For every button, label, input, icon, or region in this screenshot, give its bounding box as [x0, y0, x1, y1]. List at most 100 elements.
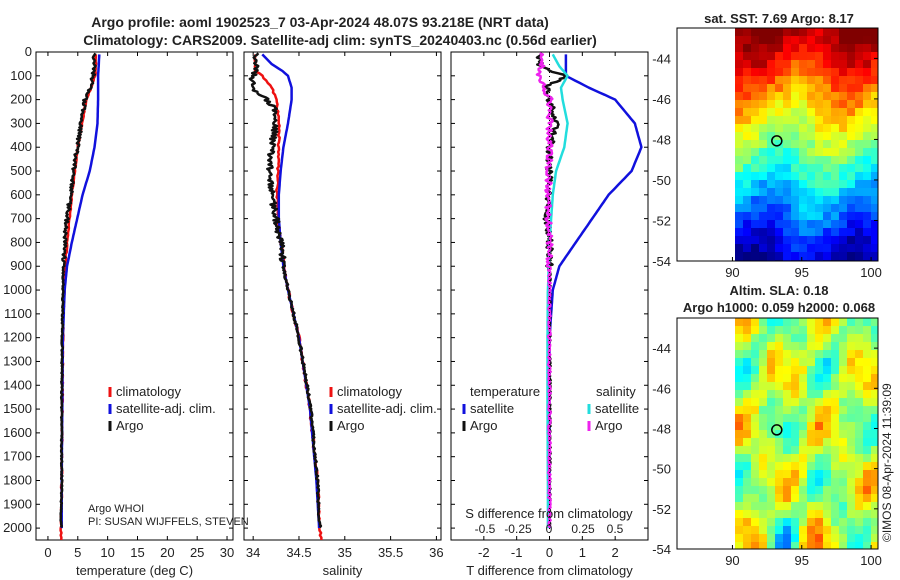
map-cell — [831, 156, 840, 165]
map-cell — [775, 446, 784, 455]
map-cell — [823, 148, 832, 157]
salinity-tick-label: -0.5 — [475, 522, 496, 536]
map-cell — [791, 108, 800, 117]
map-cell — [783, 44, 792, 53]
map-cell — [783, 422, 792, 431]
map-cell — [855, 196, 864, 205]
map-cell — [855, 132, 864, 141]
x-tick-label: 2 — [612, 545, 619, 560]
map-cell — [767, 252, 776, 261]
map-cell — [831, 422, 840, 431]
map-cell — [847, 164, 856, 173]
map-cell — [783, 228, 792, 237]
map-cell — [855, 236, 864, 245]
map-cell — [791, 76, 800, 85]
map-cell — [759, 68, 768, 77]
map-cell — [839, 124, 848, 133]
map-cell — [751, 446, 760, 455]
map-cell — [783, 28, 792, 37]
map-cell — [791, 406, 800, 415]
map-cell — [775, 334, 784, 343]
map-cell — [735, 454, 744, 463]
map-cell — [831, 196, 840, 205]
map-cell — [815, 454, 824, 463]
map-cell — [855, 140, 864, 149]
map-cell — [863, 326, 872, 335]
map-cell — [759, 212, 768, 221]
map-cell — [783, 350, 792, 359]
map-cell — [847, 350, 856, 359]
map-cell — [799, 526, 808, 535]
map-cell — [767, 366, 776, 375]
map-cell — [871, 422, 878, 431]
map-cell — [815, 422, 824, 431]
map-cell — [839, 44, 848, 53]
y-tick-label: 1600 — [3, 425, 32, 440]
x-tick-label: 0 — [44, 545, 51, 560]
map-cell — [767, 28, 776, 37]
map-cell — [783, 534, 792, 543]
map-cell — [807, 252, 816, 261]
map-cell — [871, 542, 878, 549]
map-cell — [855, 244, 864, 253]
map-cell — [815, 28, 824, 37]
map-cell — [759, 374, 768, 383]
figure-title-line2: Climatology: CARS2009. Satellite-adj cli… — [83, 32, 597, 48]
map-cell — [847, 204, 856, 213]
map-cell — [743, 518, 752, 527]
map-cell — [831, 374, 840, 383]
map-cell — [799, 164, 808, 173]
map-cell — [759, 326, 768, 335]
map-cell — [735, 390, 744, 399]
map-cell — [767, 204, 776, 213]
map-cell — [807, 76, 816, 85]
map-cell — [831, 534, 840, 543]
map-cell — [759, 502, 768, 511]
map-y-tick-label: -50 — [652, 462, 671, 477]
plot-frame — [35, 51, 234, 541]
map-cell — [831, 470, 840, 479]
map-cell — [855, 156, 864, 165]
map-cell — [735, 156, 744, 165]
map-cell — [735, 350, 744, 359]
map-cell — [735, 374, 744, 383]
map-cell — [847, 52, 856, 61]
map-cell — [831, 406, 840, 415]
map-cell — [823, 124, 832, 133]
map-cell — [847, 502, 856, 511]
map-cell — [799, 60, 808, 69]
map-cell — [863, 76, 872, 85]
map-cell — [775, 60, 784, 69]
map-cell — [751, 438, 760, 447]
map-field — [735, 318, 878, 549]
map-cell — [815, 140, 824, 149]
map-cell — [791, 358, 800, 367]
map-cell — [759, 92, 768, 101]
map-cell — [743, 76, 752, 85]
map-cell — [815, 180, 824, 189]
map-cell — [783, 462, 792, 471]
map-cell — [799, 494, 808, 503]
map-cell — [783, 124, 792, 133]
map-cell — [823, 390, 832, 399]
map-cell — [839, 422, 848, 431]
map-cell — [823, 486, 832, 495]
map-cell — [759, 52, 768, 61]
map-cell — [863, 84, 872, 93]
map-cell — [735, 470, 744, 479]
map-cell — [831, 244, 840, 253]
map-cell — [767, 470, 776, 479]
map-cell — [759, 196, 768, 205]
map-cell — [863, 398, 872, 407]
map-cell — [783, 116, 792, 125]
map-cell — [855, 212, 864, 221]
map-cell — [743, 108, 752, 117]
map-cell — [799, 100, 808, 109]
map-cell — [815, 374, 824, 383]
map-cell — [767, 236, 776, 245]
map-cell — [839, 518, 848, 527]
map-cell — [767, 92, 776, 101]
y-tick-label: 1900 — [3, 496, 32, 511]
map-cell — [743, 358, 752, 367]
map-cell — [775, 180, 784, 189]
